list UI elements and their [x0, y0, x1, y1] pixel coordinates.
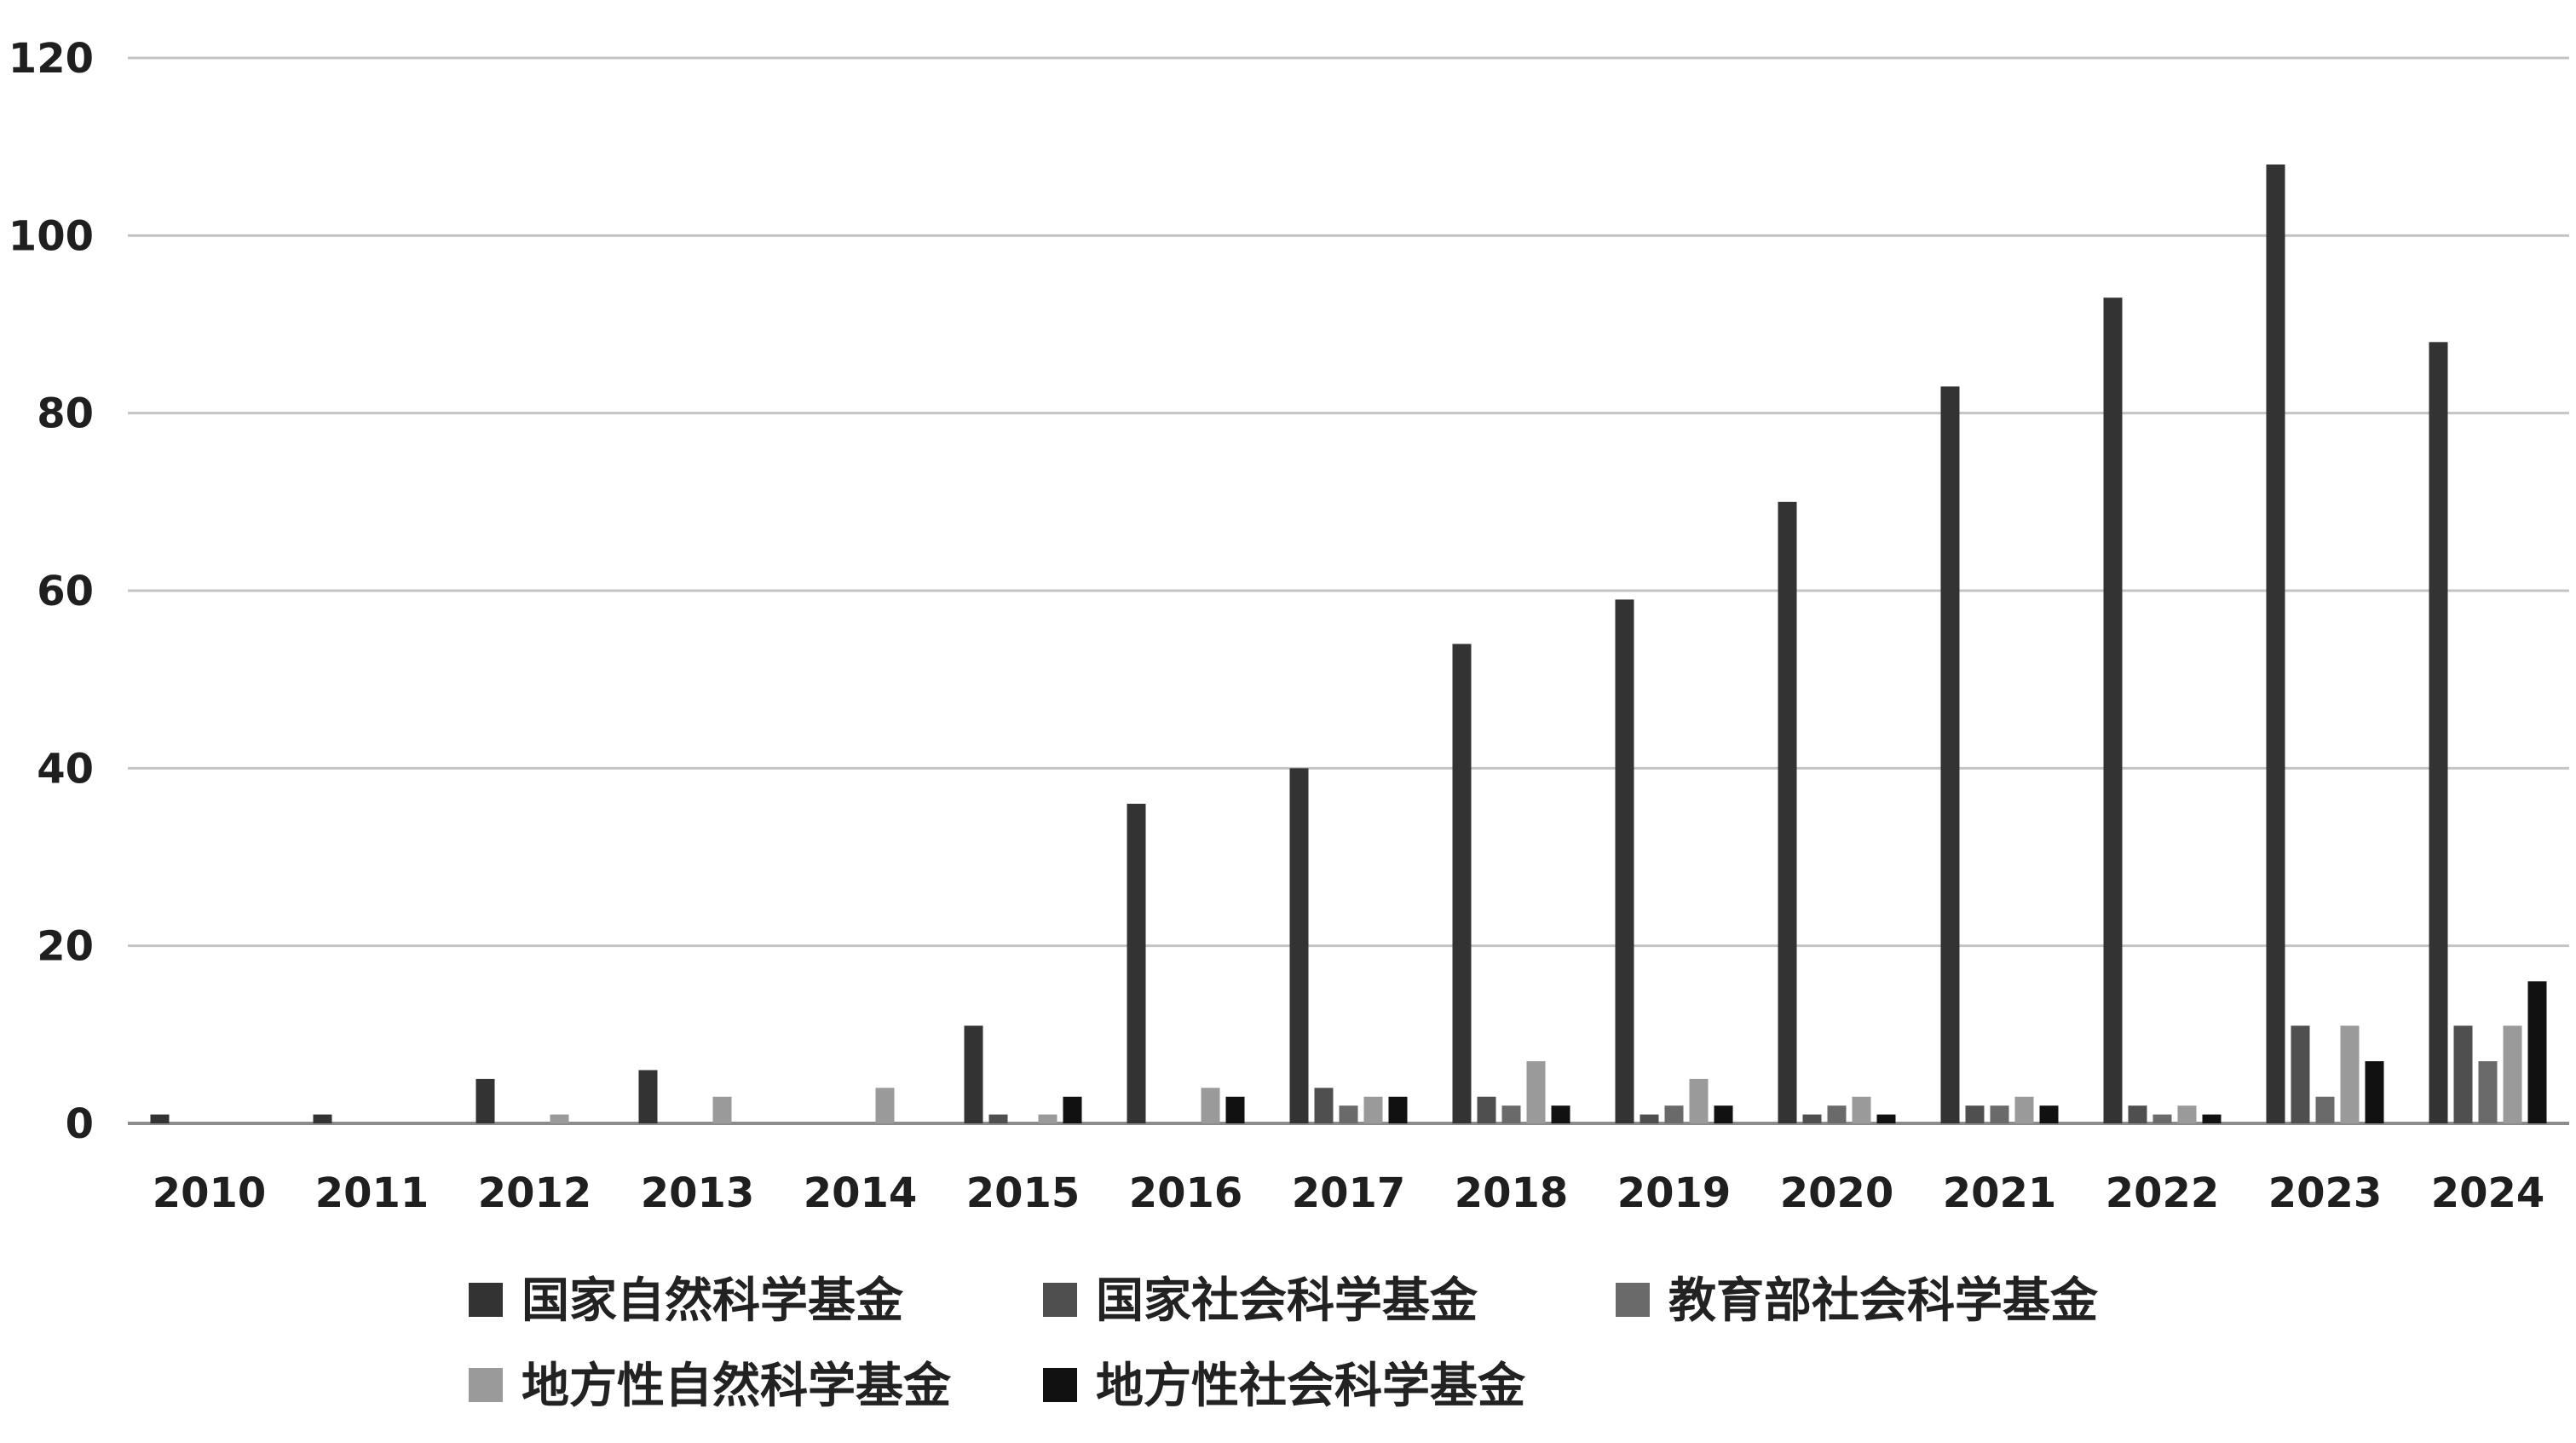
bar: [1225, 1096, 1245, 1123]
bar: [1664, 1105, 1684, 1123]
x-tick-label: 2017: [1292, 1169, 1406, 1217]
x-tick-label: 2024: [2431, 1169, 2545, 1217]
bar: [1876, 1114, 1896, 1123]
legend-item: 国家自然科学基金: [469, 1273, 904, 1329]
bar: [1640, 1114, 1659, 1123]
legend-item: 教育部社会科学基金: [1616, 1273, 2099, 1329]
bar: [1615, 599, 1634, 1123]
bar: [1990, 1105, 2009, 1123]
bar: [1289, 768, 1309, 1123]
bar: [2315, 1096, 2335, 1123]
y-tick-label: 100: [9, 212, 94, 260]
bar: [475, 1078, 495, 1123]
bar: [2152, 1114, 2172, 1123]
bar: [1452, 644, 1472, 1123]
bar: [1526, 1061, 1546, 1123]
bar: [2503, 1025, 2522, 1123]
x-tick-label: 2015: [966, 1169, 1081, 1217]
bar: [1802, 1114, 1822, 1123]
bar: [2340, 1025, 2360, 1123]
bar: [2128, 1105, 2147, 1123]
x-tick-label: 2011: [315, 1169, 429, 1217]
bar: [2453, 1025, 2473, 1123]
bar: [1827, 1105, 1847, 1123]
bar: [964, 1025, 983, 1123]
bar: [1063, 1096, 1082, 1123]
bar: [2478, 1061, 2498, 1123]
bar: [1551, 1105, 1570, 1123]
bar: [1501, 1105, 1521, 1123]
legend-swatch: [469, 1368, 503, 1402]
bar: [875, 1088, 895, 1123]
legend-label: 地方性自然科学基金: [522, 1359, 952, 1414]
legend-item: 地方性自然科学基金: [469, 1359, 952, 1414]
legend-label: 教育部社会科学基金: [1668, 1273, 2099, 1329]
x-tick-label: 2016: [1129, 1169, 1243, 1217]
bar: [1940, 386, 1960, 1124]
bar: [1388, 1096, 1408, 1123]
bar: [1689, 1078, 1709, 1123]
y-tick-label: 20: [37, 923, 94, 971]
bar: [2291, 1025, 2310, 1123]
bar: [313, 1114, 332, 1123]
bar: [712, 1096, 732, 1123]
legend-swatch: [469, 1283, 503, 1317]
bar: [2014, 1096, 2034, 1123]
bar: [1201, 1088, 1220, 1123]
bar: [2039, 1105, 2059, 1123]
bar: [1127, 804, 1146, 1123]
legend-label: 国家自然科学基金: [522, 1273, 904, 1329]
legend-item: 国家社会科学基金: [1043, 1273, 1478, 1329]
bar: [1714, 1105, 1733, 1123]
legend-swatch: [1043, 1368, 1077, 1402]
bar: [1314, 1088, 1334, 1123]
bar: [2527, 981, 2547, 1123]
bar: [2202, 1114, 2222, 1123]
bar: [2177, 1105, 2197, 1123]
legend-label: 地方性社会科学基金: [1096, 1359, 1526, 1414]
x-tick-label: 2023: [2268, 1169, 2383, 1217]
bar: [1778, 501, 1797, 1123]
y-tick-label: 80: [37, 390, 94, 438]
legend-label: 国家社会科学基金: [1096, 1273, 1478, 1329]
x-tick-label: 2019: [1617, 1169, 1732, 1217]
y-tick-label: 40: [37, 745, 94, 793]
x-tick-label: 2010: [153, 1169, 267, 1217]
y-tick-label: 0: [66, 1100, 94, 1148]
bar: [988, 1114, 1008, 1123]
bar: [1852, 1096, 1871, 1123]
bar: [2103, 297, 2123, 1123]
legend-swatch: [1043, 1283, 1077, 1317]
bar: [638, 1070, 658, 1123]
x-tick-label: 2020: [1780, 1169, 1894, 1217]
gridlines: [128, 56, 2569, 1125]
bar: [2429, 342, 2448, 1123]
legend-swatch: [1616, 1283, 1650, 1317]
bar: [2266, 165, 2285, 1123]
y-tick-label: 60: [37, 568, 94, 615]
x-tick-label: 2018: [1455, 1169, 1569, 1217]
bar: [1038, 1114, 1057, 1123]
bar: [550, 1114, 569, 1123]
axes: 0 20 40 60 80 100 120 2010 2011 2012 2013 2014 2015 2…: [9, 35, 2545, 1217]
bar: [1363, 1096, 1383, 1123]
legend-item: 地方性社会科学基金: [1043, 1359, 1526, 1414]
x-tick-label: 2014: [804, 1169, 918, 1217]
x-tick-label: 2012: [478, 1169, 592, 1217]
x-tick-label: 2022: [2106, 1169, 2220, 1217]
bar: [2365, 1061, 2384, 1123]
x-tick-label: 2021: [1943, 1169, 2057, 1217]
bars: [150, 165, 2547, 1124]
x-tick-label: 2013: [641, 1169, 755, 1217]
y-tick-label: 120: [9, 35, 94, 83]
bar: [1339, 1105, 1358, 1123]
bar: [1477, 1096, 1496, 1123]
bar: [150, 1114, 170, 1123]
bar: [1965, 1105, 1985, 1123]
